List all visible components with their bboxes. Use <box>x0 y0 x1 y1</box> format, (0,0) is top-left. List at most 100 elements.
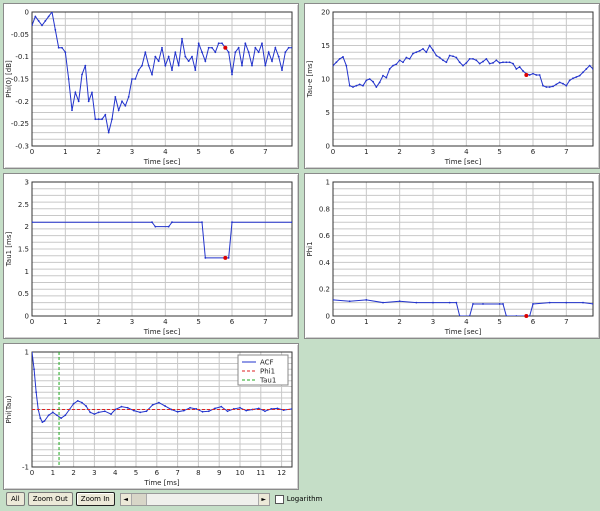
data-point <box>538 74 541 76</box>
data-point <box>448 301 451 304</box>
x-tick-label: 1 <box>364 148 368 156</box>
data-point <box>201 221 203 224</box>
x-tick-label: 1 <box>63 318 67 326</box>
data-point <box>239 406 241 409</box>
data-point <box>54 28 57 31</box>
scroll-thumb[interactable] <box>131 493 147 505</box>
data-point <box>177 64 180 67</box>
x-tick-label: 4 <box>464 318 469 326</box>
data-point <box>247 51 250 54</box>
data-point <box>91 91 93 94</box>
p3-svg: 0 1 2 3 4 5 6 7 0 0.5 1 1.5 2 2.5 3 Time [sec] Tau1 [ms] <box>5 179 293 336</box>
data-point <box>41 24 43 27</box>
x-tick-label: 4 <box>113 469 118 477</box>
data-point <box>542 84 544 87</box>
checkbox-box[interactable] <box>274 494 284 504</box>
y-tick-label: 0.8 <box>319 205 330 213</box>
data-point <box>35 391 38 394</box>
series-p1 <box>32 12 292 134</box>
data-point <box>141 64 143 67</box>
x-tick-label: 6 <box>230 148 235 156</box>
y-tick-label: -0.05 <box>11 31 29 39</box>
data-point <box>271 60 273 63</box>
y-axis-label: Phi(Tau) <box>5 395 13 423</box>
data-point <box>468 58 471 60</box>
x-tick-label: 3 <box>130 318 134 326</box>
x-tick-label: 7 <box>263 148 267 156</box>
x-tick-label: 1 <box>364 318 368 326</box>
data-point <box>110 413 112 415</box>
data-point <box>385 76 388 79</box>
y-tick-label: -0.2 <box>15 98 29 106</box>
data-point <box>535 74 538 76</box>
data-point <box>455 56 458 59</box>
p4-svg: 0 1 2 3 4 5 6 7 0 0.2 0.4 0.6 0.8 1 Time [sec] Phi1 <box>306 179 594 336</box>
data-point <box>398 300 401 303</box>
data-point <box>170 408 173 411</box>
data-point <box>365 299 368 301</box>
data-point <box>465 62 468 64</box>
x-tick-label: 7 <box>564 148 568 156</box>
data-point <box>428 44 431 47</box>
data-point <box>120 405 123 408</box>
horizontal-scrollbar[interactable]: ◄ ► <box>119 492 270 506</box>
x-axis-label: Time [sec] <box>143 158 181 166</box>
grid <box>31 182 292 316</box>
data-point <box>392 64 394 67</box>
all-button[interactable]: All <box>6 492 25 506</box>
x-tick-label: 6 <box>230 318 235 326</box>
y-tick-label: 0.5 <box>18 290 29 298</box>
data-point <box>211 46 213 49</box>
scroll-right-icon[interactable]: ► <box>257 493 269 505</box>
data-point <box>97 118 100 121</box>
x-tick-label: 5 <box>196 318 200 326</box>
series-ACF <box>32 352 292 424</box>
y-tick-label: -0.25 <box>11 120 29 128</box>
data-point <box>276 407 279 410</box>
data-point <box>402 61 404 64</box>
data-point <box>548 86 551 88</box>
y-axis-label: Tau-e [ms] <box>306 60 314 98</box>
x-tick-label: 5 <box>196 148 200 156</box>
x-axis-label: Time [sec] <box>143 328 181 336</box>
y-tick-label: 1.5 <box>18 246 29 254</box>
zoom-out-button[interactable]: Zoom Out <box>27 492 73 506</box>
data-point <box>578 74 581 77</box>
y-tick-label: 1 <box>25 268 29 276</box>
data-point <box>572 77 574 80</box>
data-point <box>284 51 287 54</box>
x-tick-label: 0 <box>30 318 34 326</box>
data-point <box>455 301 458 304</box>
data-point <box>154 55 157 58</box>
data-point <box>127 95 130 98</box>
scroll-left-icon[interactable]: ◄ <box>120 493 132 505</box>
data-point <box>532 72 534 75</box>
x-tick-label: 4 <box>163 318 168 326</box>
data-point <box>482 60 484 63</box>
y-tick-label: 20 <box>321 9 330 17</box>
data-point <box>217 42 220 45</box>
y-tick-label: 5 <box>326 109 330 117</box>
series-p4 <box>333 299 593 316</box>
current-marker <box>223 45 228 50</box>
data-point <box>358 83 361 86</box>
data-point <box>552 85 554 88</box>
data-point <box>518 66 521 68</box>
data-point <box>342 55 344 58</box>
data-point <box>134 78 137 80</box>
zoom-in-button[interactable]: Zoom In <box>75 492 115 506</box>
data-point <box>139 411 142 414</box>
data-point <box>201 410 204 413</box>
data-point <box>101 118 103 121</box>
logarithm-checkbox[interactable]: Logarithm <box>274 494 322 504</box>
data-point <box>151 221 153 224</box>
data-point <box>81 401 83 404</box>
data-point <box>333 64 334 67</box>
data-point <box>234 51 237 54</box>
data-point <box>468 315 471 316</box>
x-tick-label: 3 <box>130 148 134 156</box>
phi0-chart-panel: 0 1 2 3 4 5 6 7 0 -0.05 -0.1 -0.15 -0.2 -0.25 -0.3 Time… <box>3 3 299 169</box>
data-point <box>164 64 167 67</box>
y-tick-label: 0.2 <box>319 286 330 294</box>
x-tick-label: 6 <box>531 148 536 156</box>
